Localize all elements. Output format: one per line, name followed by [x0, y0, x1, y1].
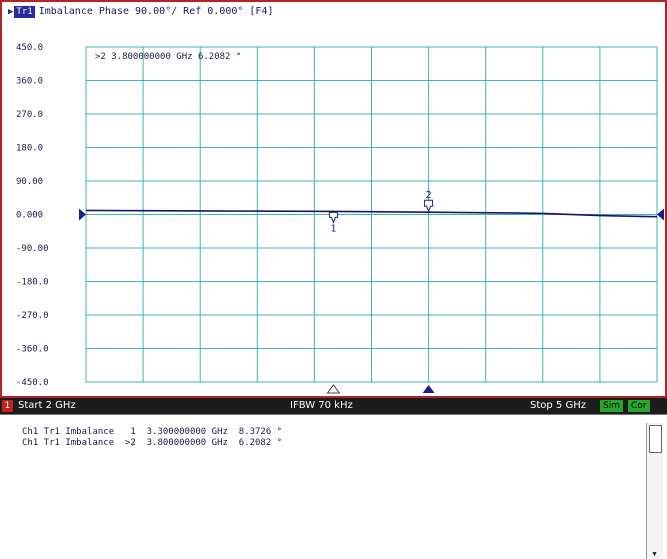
marker-label: 1: [330, 223, 336, 234]
reference-right-arrow-icon: [657, 208, 664, 221]
y-tick-label: 270.0: [16, 110, 43, 120]
marker-table: Ch1 Tr1 Imbalance 1 3.300000000 GHz 8.37…: [22, 427, 282, 449]
y-tick-label: -360.0: [16, 345, 49, 355]
trace-plot[interactable]: 450.0 360.0 270.0 180.0 90.00 0.000 -90.00 -180…: [2, 2, 665, 396]
y-tick-label: 180.0: [16, 144, 43, 154]
active-trace-arrow-icon: ▶: [8, 7, 14, 17]
trace-title: Imbalance Phase 90.00°/ Ref 0.000° [F4]: [38, 6, 274, 17]
y-tick-label: -270.0: [16, 311, 49, 321]
vertical-scrollbar[interactable]: ▼: [646, 423, 663, 559]
marker-2-position-icon: [422, 385, 435, 393]
marker-label: 2: [426, 190, 432, 201]
marker-1-position-icon: [326, 384, 341, 394]
trace-header[interactable]: ▶ Tr1 Imbalance Phase 90.00°/ Ref 0.000° […: [8, 5, 274, 19]
y-tick-label: 90.00: [16, 177, 43, 187]
scrollbar-thumb[interactable]: [649, 425, 662, 453]
marker-table-panel: Ch1 Tr1 Imbalance 1 3.300000000 GHz 8.37…: [0, 414, 667, 559]
channel-badge[interactable]: 1: [2, 400, 13, 412]
trace-line: [85, 209, 658, 218]
status-bar: 1 Start 2 GHz IFBW 70 kHz Stop 5 GHz Sim…: [0, 398, 667, 414]
start-frequency[interactable]: Start 2 GHz: [18, 400, 76, 411]
y-tick-label: 0.000: [16, 211, 43, 221]
marker-1-icon: [328, 211, 338, 224]
y-tick-label: -90.00: [16, 244, 49, 254]
sim-indicator: Sim: [600, 400, 623, 412]
y-tick-label: 450.0: [16, 43, 43, 53]
cor-indicator: Cor: [628, 400, 650, 412]
marker-table-row: Ch1 Tr1 Imbalance 1 3.300000000 GHz 8.37…: [22, 427, 283, 437]
scroll-down-arrow-icon[interactable]: ▼: [652, 550, 657, 558]
y-tick-label: -180.0: [16, 278, 49, 288]
marker-table-row: Ch1 Tr1 Imbalance >2 3.800000000 GHz 6.2…: [22, 438, 283, 448]
reference-left-arrow-icon: [79, 208, 86, 221]
marker-readout: >2 3.800000000 GHz 6.2082 °: [95, 52, 241, 62]
y-tick-label: 360.0: [16, 77, 43, 87]
trace-badge[interactable]: Tr1: [14, 6, 35, 18]
trace-window[interactable]: 450.0 360.0 270.0 180.0 90.00 0.000 -90.00 -180…: [0, 0, 667, 398]
stop-frequency[interactable]: Stop 5 GHz: [530, 400, 586, 411]
y-tick-label: -450.0: [16, 378, 49, 388]
marker-2-icon: [424, 199, 434, 213]
ifbw-value[interactable]: IFBW 70 kHz: [290, 400, 353, 411]
